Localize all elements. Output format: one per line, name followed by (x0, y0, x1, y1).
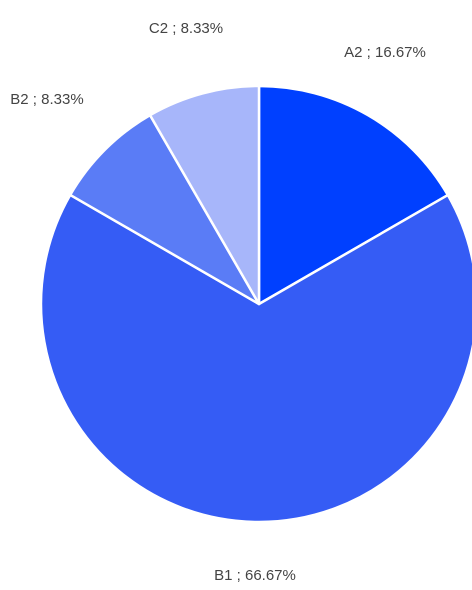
pie-slice-b2 (69, 113, 261, 306)
pie-slice-a2 (257, 84, 450, 306)
pie-label-b1: B1 ; 66.67% (214, 567, 296, 584)
pie-slice-b1 (39, 193, 472, 524)
pie-label-a2: A2 ; 16.67% (344, 44, 426, 61)
pie-labels: A2 ; 16.67% B1 ; 66.67% B2 ; 8.33% C2 ; 8.3… (10, 20, 426, 584)
pie-label-b2: B2 ; 8.33% (10, 91, 83, 108)
pie-slices (39, 84, 472, 524)
pie-label-c2: C2 ; 8.33% (149, 20, 223, 37)
pie-slice-c2 (148, 84, 261, 306)
